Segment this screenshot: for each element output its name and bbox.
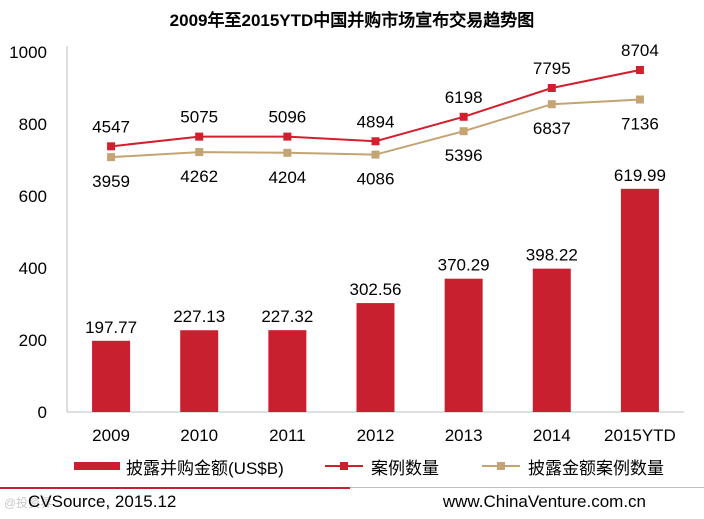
legend-item-disclosed-deals: 披露金额案例数量	[482, 452, 664, 480]
legend-item-amount: 披露并购金额(US$B)	[74, 452, 284, 480]
point-label-deals: 8704	[621, 41, 659, 60]
legend-label-disclosed-deals: 披露金额案例数量	[528, 458, 664, 478]
x-tick-label: 2011	[269, 426, 306, 445]
point-label-disclosed-deals: 3959	[92, 172, 130, 191]
point-deals	[283, 132, 292, 141]
source-text: CVSource, 2015.12	[28, 492, 177, 511]
point-deals	[195, 132, 204, 141]
y-tick-label: 800	[19, 115, 47, 134]
point-deals	[371, 137, 380, 146]
bar	[356, 303, 395, 412]
point-disclosed-deals	[371, 150, 380, 159]
point-disclosed-deals	[459, 127, 468, 136]
x-tick-label: 2009	[92, 426, 130, 445]
point-label-disclosed-deals: 4262	[180, 167, 218, 186]
x-tick-label: 2013	[445, 426, 483, 445]
bar	[268, 330, 307, 412]
footer-divider-red	[0, 487, 350, 489]
legend-swatch-deals	[325, 462, 363, 470]
point-label-deals: 5096	[268, 108, 306, 127]
point-disclosed-deals	[195, 148, 204, 157]
point-disclosed-deals	[635, 95, 644, 104]
point-label-deals: 5075	[180, 108, 218, 127]
bar	[532, 268, 571, 412]
legend-label-deals: 案例数量	[371, 458, 439, 478]
point-label-deals: 4547	[92, 117, 130, 136]
legend-swatch-amount	[74, 462, 120, 470]
bar-value-label: 227.13	[173, 307, 225, 326]
y-tick-label: 0	[38, 403, 47, 422]
point-label-deals: 6198	[445, 88, 483, 107]
point-label-disclosed-deals: 4086	[357, 170, 395, 189]
bar-value-label: 370.29	[438, 256, 490, 275]
y-tick-label: 400	[19, 259, 47, 278]
point-disclosed-deals	[107, 153, 116, 162]
point-label-disclosed-deals: 6837	[533, 119, 571, 138]
bar-value-label: 227.32	[261, 307, 313, 326]
bar-value-label: 619.99	[614, 166, 666, 185]
point-deals	[635, 66, 644, 74]
point-deals	[107, 142, 116, 151]
watermark: @投资界	[4, 496, 53, 510]
bar-value-label: 398.22	[526, 246, 578, 265]
footer-divider-gray	[350, 487, 704, 488]
website-text: www.ChinaVenture.com.cn	[442, 492, 646, 511]
legend-label-amount: 披露并购金额(US$B)	[126, 458, 284, 478]
point-disclosed-deals	[547, 100, 556, 109]
legend-swatch-disclosed-deals	[482, 462, 520, 470]
legend: 披露并购金额(US$B) 案例数量 披露金额案例数量	[0, 452, 704, 480]
legend-item-deals: 案例数量	[325, 452, 439, 480]
x-tick-label: 2012	[357, 426, 395, 445]
bar-value-label: 302.56	[350, 280, 402, 299]
point-deals	[459, 112, 468, 121]
point-label-disclosed-deals: 7136	[621, 115, 659, 134]
x-tick-label: 2010	[180, 426, 218, 445]
point-label-deals: 4894	[357, 112, 395, 131]
bar-value-label: 197.77	[85, 318, 137, 337]
y-tick-label: 1000	[9, 43, 47, 62]
y-tick-label: 200	[19, 331, 47, 350]
point-deals	[547, 84, 556, 92]
point-label-deals: 7795	[533, 59, 571, 78]
point-label-disclosed-deals: 4204	[268, 168, 306, 187]
x-tick-label: 2014	[533, 426, 571, 445]
chart-title: 2009年至2015YTD中国并购市场宣布交易趋势图	[169, 11, 535, 30]
x-tick-label: 2015YTD	[604, 426, 676, 445]
y-tick-label: 600	[19, 187, 47, 206]
point-label-disclosed-deals: 5396	[445, 146, 483, 165]
point-disclosed-deals	[283, 148, 292, 157]
bar	[444, 278, 483, 412]
bar	[180, 330, 219, 412]
bar	[92, 340, 131, 412]
bar	[620, 188, 659, 412]
